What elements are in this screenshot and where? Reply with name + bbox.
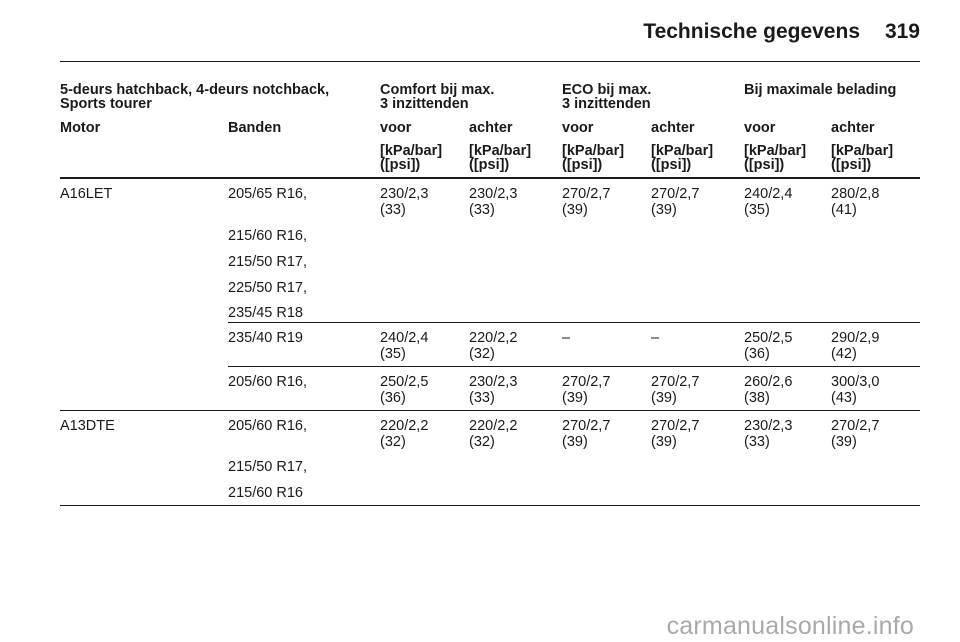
pressure-psi: (33): [469, 390, 495, 406]
pressure-psi: (41): [831, 202, 857, 218]
pressure-psi: (39): [651, 390, 677, 406]
unit-label: ([psi]): [651, 157, 692, 173]
pressure-psi: (35): [380, 346, 406, 362]
column-header: voor: [562, 120, 594, 136]
pressure-value: –: [562, 330, 571, 346]
pressure-value: 250/2,5: [744, 330, 793, 346]
pressure-psi: (32): [469, 346, 495, 362]
engine-label: A16LET: [60, 186, 113, 202]
pressure-value: –: [651, 330, 660, 346]
pressure-psi: (39): [562, 390, 588, 406]
pressure-psi: (36): [380, 390, 406, 406]
pressure-value: 240/2,4: [380, 330, 429, 346]
pressure-psi: (39): [651, 202, 677, 218]
pressure-value: 270/2,7: [562, 418, 611, 434]
row-divider: [228, 366, 920, 367]
unit-label: [kPa/bar]: [469, 143, 532, 159]
pressure-value: 230/2,3: [380, 186, 429, 202]
unit-label: [kPa/bar]: [831, 143, 894, 159]
pressure-value: 260/2,6: [744, 374, 793, 390]
column-header: achter: [831, 120, 875, 136]
tyre-size: 205/60 R16,: [228, 418, 308, 434]
pressure-value: 250/2,5: [380, 374, 429, 390]
pressure-psi: (39): [831, 434, 857, 450]
pressure-value: 270/2,7: [651, 186, 700, 202]
unit-label: ([psi]): [744, 157, 785, 173]
tyre-size: 235/40 R19: [228, 330, 303, 346]
pressure-psi: (43): [831, 390, 857, 406]
engine-label: A13DTE: [60, 418, 115, 434]
pressure-value: 240/2,4: [744, 186, 793, 202]
group-header-vehicle: 5-deurs hatchback, 4-deurs notchback,: [60, 82, 330, 98]
pressure-value: 270/2,7: [651, 418, 700, 434]
column-header: Motor: [60, 120, 101, 136]
tyre-size: 235/45 R18: [228, 305, 303, 321]
unit-label: ([psi]): [469, 157, 510, 173]
pressure-psi: (35): [744, 202, 770, 218]
tyre-size: 215/50 R17,: [228, 459, 308, 475]
tyre-size: 205/65 R16,: [228, 186, 308, 202]
header-divider: [60, 177, 920, 179]
unit-label: ([psi]): [562, 157, 603, 173]
group-header-comfort: Comfort bij max.: [380, 82, 495, 98]
page-header: Technische gegevens 319: [60, 18, 920, 62]
pressure-value: 220/2,2: [380, 418, 429, 434]
page-title: Technische gegevens: [643, 20, 860, 43]
pressure-value: 300/3,0: [831, 374, 880, 390]
column-header: voor: [744, 120, 776, 136]
pressure-psi: (32): [380, 434, 406, 450]
tyre-size: 215/60 R16,: [228, 228, 308, 244]
pressure-value: 230/2,3: [469, 186, 518, 202]
column-header: voor: [380, 120, 412, 136]
tyre-size: 205/60 R16,: [228, 374, 308, 390]
watermark: carmanualsonline.info: [666, 612, 914, 640]
column-header: achter: [651, 120, 695, 136]
pressure-psi: (39): [562, 202, 588, 218]
pressure-psi: (42): [831, 346, 857, 362]
pressure-psi: (39): [651, 434, 677, 450]
column-header: Banden: [228, 120, 282, 136]
pressure-value: 270/2,7: [562, 374, 611, 390]
pressure-value: 220/2,2: [469, 330, 518, 346]
pressure-psi: (33): [469, 202, 495, 218]
unit-label: [kPa/bar]: [562, 143, 625, 159]
row-divider: [60, 505, 920, 506]
group-header-vehicle: Sports tourer: [60, 96, 152, 112]
pressure-psi: (36): [744, 346, 770, 362]
column-header: achter: [469, 120, 513, 136]
tyre-size: 215/60 R16: [228, 485, 303, 501]
unit-label: [kPa/bar]: [651, 143, 714, 159]
pressure-value: 220/2,2: [469, 418, 518, 434]
pressure-psi: (33): [744, 434, 770, 450]
pressure-value: 270/2,7: [831, 418, 880, 434]
pressure-value: 270/2,7: [562, 186, 611, 202]
tyre-size: 215/50 R17,: [228, 254, 308, 270]
group-header-eco: ECO bij max.: [562, 82, 652, 98]
pressure-psi: (33): [380, 202, 406, 218]
pressure-value: 290/2,9: [831, 330, 880, 346]
unit-label: ([psi]): [831, 157, 872, 173]
pressure-value: 270/2,7: [651, 374, 700, 390]
pressure-psi: (38): [744, 390, 770, 406]
group-header-eco: 3 inzittenden: [562, 96, 651, 112]
tyre-size: 225/50 R17,: [228, 280, 308, 296]
pressure-value: 280/2,8: [831, 186, 880, 202]
unit-label: [kPa/bar]: [744, 143, 807, 159]
row-divider: [228, 322, 920, 323]
page-number: 319: [884, 20, 920, 43]
unit-label: [kPa/bar]: [380, 143, 443, 159]
row-divider: [60, 410, 920, 411]
pressure-value: 230/2,3: [469, 374, 518, 390]
header-rule: [60, 61, 920, 62]
group-header-comfort: 3 inzittenden: [380, 96, 469, 112]
pressure-psi: (39): [562, 434, 588, 450]
pressure-value: 230/2,3: [744, 418, 793, 434]
unit-label: ([psi]): [380, 157, 421, 173]
group-header-max-load: Bij maximale belading: [744, 82, 897, 98]
pressure-psi: (32): [469, 434, 495, 450]
